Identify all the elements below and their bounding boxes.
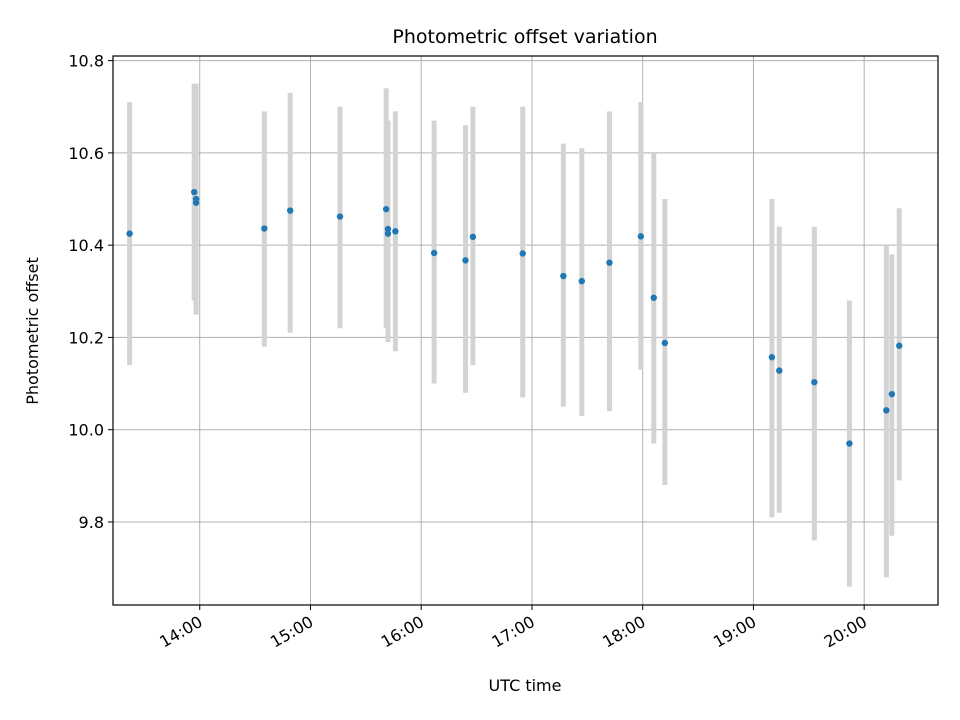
x-axis-ticks: 14:00 15:00 16:00 17:00 18:00 19:00 20:00 xyxy=(156,605,870,652)
y-tick-label: 10.8 xyxy=(68,52,104,71)
data-point xyxy=(519,250,526,257)
data-point xyxy=(286,207,294,214)
x-tick-label: 20:00 xyxy=(821,612,870,652)
data-point xyxy=(846,440,853,447)
data-point xyxy=(883,407,890,414)
data-point xyxy=(811,378,818,386)
x-axis-label: UTC time xyxy=(489,676,562,695)
data-point xyxy=(261,225,268,232)
data-point xyxy=(560,272,567,280)
data-point xyxy=(126,230,133,237)
x-tick-label: 15:00 xyxy=(267,612,316,652)
x-tick-label: 19:00 xyxy=(710,612,759,652)
data-point xyxy=(191,188,198,196)
data-point xyxy=(896,342,903,349)
chart-title: Photometric offset variation xyxy=(392,26,657,48)
y-tick-label: 10.4 xyxy=(68,236,104,255)
plot-area-frame xyxy=(112,55,939,606)
y-axis-label: Photometric offset xyxy=(23,257,42,405)
data-point xyxy=(578,277,585,285)
data-point xyxy=(462,257,469,264)
data-point xyxy=(384,230,392,237)
x-tick-label: 17:00 xyxy=(489,612,538,652)
x-tick-label: 16:00 xyxy=(378,612,427,652)
data-point xyxy=(650,294,657,301)
data-points xyxy=(126,188,903,447)
data-point xyxy=(392,228,399,235)
y-tick-label: 9.8 xyxy=(79,513,104,532)
data-point xyxy=(637,233,645,240)
y-tick-label: 10.6 xyxy=(68,144,104,163)
y-tick-label: 10.0 xyxy=(68,421,104,440)
data-point xyxy=(469,233,477,241)
data-point xyxy=(661,339,669,347)
data-point xyxy=(384,225,392,233)
data-point xyxy=(776,367,783,374)
data-point xyxy=(606,259,613,266)
error-bars xyxy=(127,83,902,587)
data-point xyxy=(382,205,390,213)
data-point xyxy=(192,199,200,206)
y-axis-ticks: 9.8 10.0 10.2 10.4 10.6 10.8 xyxy=(68,52,113,532)
data-point xyxy=(430,249,438,257)
data-point xyxy=(888,390,896,398)
x-tick-label: 14:00 xyxy=(156,612,205,652)
data-point xyxy=(336,213,344,220)
data-point xyxy=(768,354,776,361)
x-tick-label: 18:00 xyxy=(599,612,648,652)
y-tick-label: 10.2 xyxy=(68,328,104,347)
